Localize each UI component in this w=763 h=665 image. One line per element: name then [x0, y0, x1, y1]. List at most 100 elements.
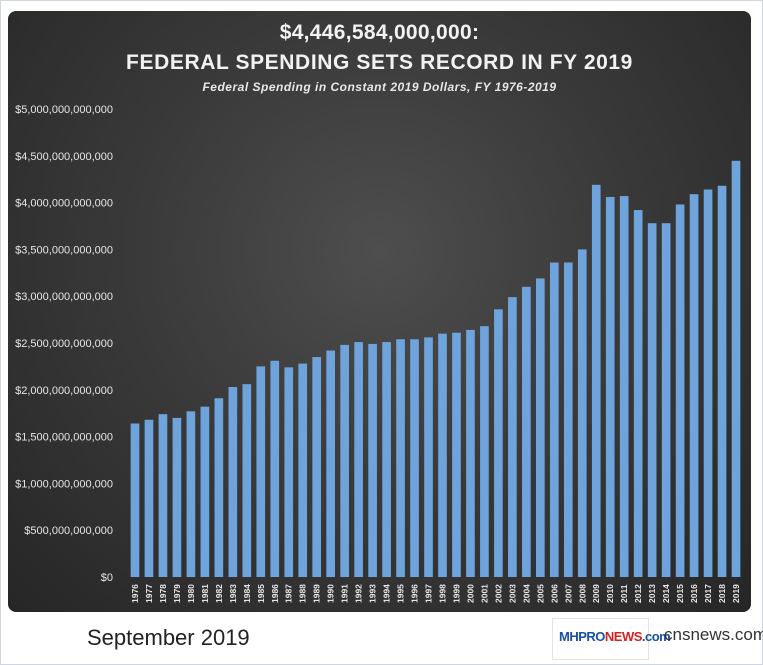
- x-tick-label: 1998: [437, 584, 447, 603]
- x-tick-label: 1979: [172, 584, 182, 603]
- x-tick-label: 1986: [270, 584, 280, 603]
- bar-2004: [522, 286, 531, 577]
- bar-1999: [452, 332, 461, 577]
- x-tick-label: 2002: [493, 584, 503, 603]
- bar-1979: [172, 417, 182, 577]
- x-tick-label: 1981: [200, 584, 210, 603]
- chart-title: $4,446,584,000,000:: [279, 21, 480, 44]
- source-credit: cnsnews.com: [664, 625, 763, 644]
- bar-2015: [675, 204, 685, 577]
- x-tick-label: 2001: [479, 584, 489, 603]
- x-tick-label: 1987: [284, 584, 294, 603]
- bar-1998: [438, 333, 447, 577]
- x-tick-label: 1980: [186, 584, 196, 603]
- x-tick-label: 1982: [214, 584, 224, 603]
- x-tick-label: 2005: [535, 584, 545, 603]
- x-tick-label: 2016: [689, 584, 699, 603]
- x-tick-label: 1977: [144, 584, 154, 603]
- bar-2007: [563, 262, 573, 577]
- bar-chart: $0 $500,000,000,000 $1,000,000,000,000 $1,5…: [15, 104, 741, 603]
- x-tick-label: 2012: [633, 584, 643, 603]
- x-tick-label: 1983: [228, 584, 238, 603]
- y-tick-label: $1,500,000,000,000: [15, 432, 113, 444]
- x-tick-label: 2017: [703, 584, 713, 603]
- bar-2016: [689, 194, 699, 577]
- bar-1987: [284, 367, 294, 577]
- bar-2012: [633, 210, 643, 577]
- y-tick-label: $0: [101, 572, 113, 584]
- bar-2018: [717, 185, 727, 577]
- bar-1978: [158, 414, 168, 577]
- logo-wordmark: MHPRONEWS.com: [559, 629, 671, 644]
- x-tick-label: 1989: [312, 584, 322, 603]
- x-tick-label: 1976: [130, 584, 140, 603]
- y-tick-label: $500,000,000,000: [24, 525, 113, 537]
- x-tick-label: 1991: [340, 584, 350, 603]
- x-tick-label: 2000: [465, 584, 475, 603]
- bar-1988: [298, 363, 308, 577]
- bar-1981: [200, 406, 210, 577]
- bar-1977: [144, 419, 154, 577]
- bar-2008: [577, 249, 587, 577]
- y-tick-label: $3,500,000,000,000: [15, 244, 113, 256]
- x-tick-label: 2004: [521, 584, 531, 603]
- bar-1997: [424, 337, 433, 577]
- y-tick-label: $4,500,000,000,000: [15, 151, 113, 163]
- bar-1996: [410, 339, 419, 577]
- bar-1990: [326, 350, 336, 577]
- bar-2003: [508, 297, 517, 577]
- mhpronews-logo: MHPRONEWS.com: [552, 618, 671, 660]
- bar-1991: [340, 344, 349, 577]
- x-tick-label: 1978: [158, 584, 168, 603]
- x-tick-label: 2011: [619, 584, 629, 603]
- y-tick-label: $2,500,000,000,000: [15, 338, 113, 350]
- bar-1992: [354, 342, 363, 577]
- x-tick-label: 2013: [647, 584, 657, 603]
- y-tick-label: $3,000,000,000,000: [15, 291, 113, 303]
- bar-1984: [242, 384, 252, 577]
- bar-1989: [312, 357, 322, 577]
- x-tick-label: 1999: [451, 584, 461, 603]
- chart-panel: $4,446,584,000,000: FEDERAL SPENDING SET…: [8, 11, 751, 612]
- bar-2005: [536, 278, 545, 577]
- x-tick-label: 1988: [298, 584, 308, 603]
- x-tick-label: 2006: [549, 584, 559, 603]
- y-tick-label: $2,000,000,000,000: [15, 385, 113, 397]
- bar-1995: [396, 339, 405, 577]
- x-tick-label: 1995: [396, 584, 406, 603]
- x-tick-label: 1997: [424, 584, 434, 603]
- x-tick-label: 1993: [368, 584, 378, 603]
- x-tick-label: 2009: [591, 584, 601, 603]
- bar-1976: [130, 423, 140, 577]
- x-tick-label: 1996: [410, 584, 420, 603]
- y-tick-label: $4,000,000,000,000: [15, 198, 113, 210]
- x-tick-label: 1990: [326, 584, 336, 603]
- x-tick-label: 2010: [605, 584, 615, 603]
- chart-title-line2: FEDERAL SPENDING SETS RECORD IN FY 2019: [126, 51, 633, 74]
- bar-2006: [549, 262, 559, 577]
- bar-2014: [661, 223, 671, 577]
- bar-1994: [382, 342, 391, 577]
- bar-2009: [591, 184, 601, 577]
- chart-subtitle: Federal Spending in Constant 2019 Dollar…: [202, 80, 557, 94]
- bar-1985: [256, 366, 266, 577]
- y-tick-label: $1,000,000,000,000: [15, 478, 113, 490]
- x-tick-label: 2018: [717, 584, 727, 603]
- x-tick-label: 2015: [675, 584, 685, 603]
- x-tick-label: 2003: [507, 584, 517, 603]
- bar-2019: [731, 160, 741, 578]
- bar-1993: [368, 343, 377, 577]
- bar-2010: [605, 196, 615, 578]
- bar-2000: [466, 329, 475, 577]
- bar-1986: [270, 360, 280, 577]
- x-tick-label: 1985: [256, 584, 266, 603]
- date-caption: September 2019: [87, 625, 250, 650]
- x-tick-label: 2014: [661, 584, 671, 603]
- bar-1980: [186, 411, 196, 577]
- x-tick-label: 1994: [382, 584, 392, 603]
- bar-1983: [228, 386, 238, 577]
- y-tick-label: $5,000,000,000,000: [15, 104, 113, 116]
- x-tick-label: 2007: [563, 584, 573, 603]
- x-tick-label: 1992: [354, 584, 364, 603]
